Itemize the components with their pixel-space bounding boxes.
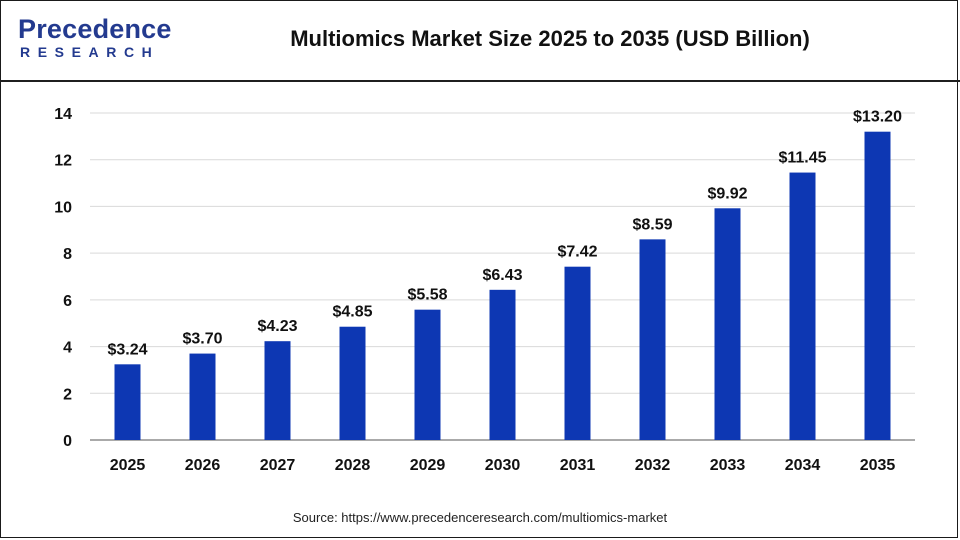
bar <box>114 364 141 440</box>
data-label: $13.20 <box>853 109 902 126</box>
bar <box>339 326 366 440</box>
data-label: $4.85 <box>332 304 372 321</box>
x-tick-label: 2027 <box>260 457 296 474</box>
x-tick-label: 2025 <box>110 457 146 474</box>
data-label: $3.70 <box>182 331 222 348</box>
x-tick-label: 2032 <box>635 457 671 474</box>
bar <box>264 341 291 440</box>
y-tick-label: 4 <box>63 340 72 357</box>
data-label: $7.42 <box>557 244 597 261</box>
data-label: $4.23 <box>257 318 297 335</box>
y-tick-label: 10 <box>54 199 72 216</box>
x-tick-label: 2028 <box>335 457 371 474</box>
data-label: $11.45 <box>778 150 826 167</box>
bar <box>789 172 816 440</box>
x-tick-label: 2034 <box>785 457 821 474</box>
bar <box>414 309 441 440</box>
data-label: $5.58 <box>407 287 447 304</box>
bar <box>714 208 741 440</box>
y-tick-label: 12 <box>54 153 72 170</box>
logo-wordmark: Precedence <box>18 14 172 44</box>
bar <box>564 266 591 440</box>
y-tick-label: 0 <box>63 433 72 450</box>
chart-title: Multiomics Market Size 2025 to 2035 (USD… <box>290 26 810 51</box>
bar-chart: 0 2 4 6 8 10 12 14 2025 $3.24 2026 $3.70 2027 $4.23 20… <box>54 106 915 474</box>
x-tick-label: 2033 <box>710 457 746 474</box>
y-tick-label: 8 <box>63 246 72 263</box>
x-tick-label: 2035 <box>860 457 896 474</box>
source-note: Source: https://www.precedenceresearch.c… <box>292 510 668 525</box>
header-divider <box>0 80 960 82</box>
bar <box>639 239 666 440</box>
bar <box>864 131 891 440</box>
y-tick-label: 2 <box>63 386 72 403</box>
y-tick-label: 6 <box>63 293 72 310</box>
x-tick-label: 2031 <box>560 457 596 474</box>
y-tick-label: 14 <box>54 106 72 123</box>
data-label: $6.43 <box>482 267 522 284</box>
data-label: $8.59 <box>632 216 672 233</box>
bar <box>189 353 216 440</box>
precedence-research-logo: Precedence RESEARCH <box>18 14 171 64</box>
x-tick-label: 2030 <box>485 457 521 474</box>
logo-subtitle: RESEARCH <box>20 44 160 60</box>
data-label: $3.24 <box>107 341 147 358</box>
x-tick-label: 2026 <box>185 457 221 474</box>
data-label: $9.92 <box>707 185 747 202</box>
header: Precedence RESEARCH Multiomics Market Si… <box>0 0 960 82</box>
bar <box>489 289 516 440</box>
x-tick-label: 2029 <box>410 457 446 474</box>
